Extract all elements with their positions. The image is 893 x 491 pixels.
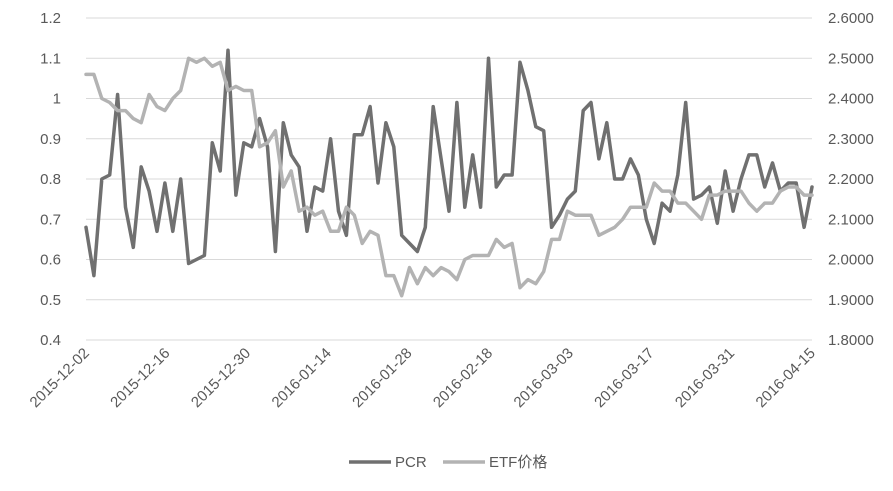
right-y-tick-label: 2.0000 (828, 252, 874, 269)
right-y-axis: 1.8000 1.9000 2.0000 2.1000 2.2000 2.3000 2.40… (828, 10, 874, 349)
left-y-tick-label: 0.7 (40, 211, 61, 228)
right-y-tick-label: 2.5000 (828, 50, 874, 67)
series-line-0 (84, 48, 814, 278)
right-y-tick-label: 2.3000 (828, 131, 874, 148)
x-tick-label: 2016-02-18 (430, 345, 496, 411)
right-y-tick-label: 1.9000 (828, 292, 874, 309)
right-y-tick-label: 1.8000 (828, 332, 874, 349)
x-tick-label: 2015-12-16 (107, 345, 173, 411)
left-y-tick-label: 1 (53, 91, 61, 108)
right-y-tick-label: 2.4000 (828, 91, 874, 108)
x-axis: 2015-12-02 2015-12-16 2015-12-30 2016-01-14… (27, 339, 819, 411)
right-y-tick-label: 2.6000 (828, 10, 874, 27)
series-line-1 (84, 56, 814, 298)
x-tick-label: 2016-01-28 (349, 345, 415, 411)
legend-label: ETF价格 (489, 454, 547, 471)
legend: PCR ETF价格 (349, 454, 547, 471)
left-y-tick-label: 0.5 (40, 292, 61, 309)
left-y-axis: 0.4 0.5 0.6 0.7 0.8 0.9 1 1.1 1.2 (40, 10, 61, 349)
x-tick-label: 2015-12-02 (27, 345, 93, 411)
left-y-tick-label: 0.4 (40, 332, 61, 349)
x-tick-label: 2016-01-14 (269, 345, 335, 411)
right-y-tick-label: 2.1000 (828, 211, 874, 228)
x-tick-label: 2015-12-30 (188, 345, 254, 411)
x-tick-label: 2016-03-31 (672, 345, 738, 411)
left-y-tick-label: 1.1 (40, 50, 61, 67)
series-lines (84, 48, 814, 298)
left-y-tick-label: 0.8 (40, 171, 61, 188)
x-tick-label: 2016-03-03 (511, 345, 577, 411)
gridlines (86, 17, 812, 341)
x-tick-label: 2016-04-15 (753, 345, 819, 411)
left-y-tick-label: 0.6 (40, 252, 61, 269)
legend-label: PCR (395, 454, 427, 471)
right-y-tick-label: 2.2000 (828, 171, 874, 188)
left-y-tick-label: 1.2 (40, 10, 61, 27)
x-tick-label: 2016-03-17 (591, 345, 657, 411)
left-y-tick-label: 0.9 (40, 131, 61, 148)
